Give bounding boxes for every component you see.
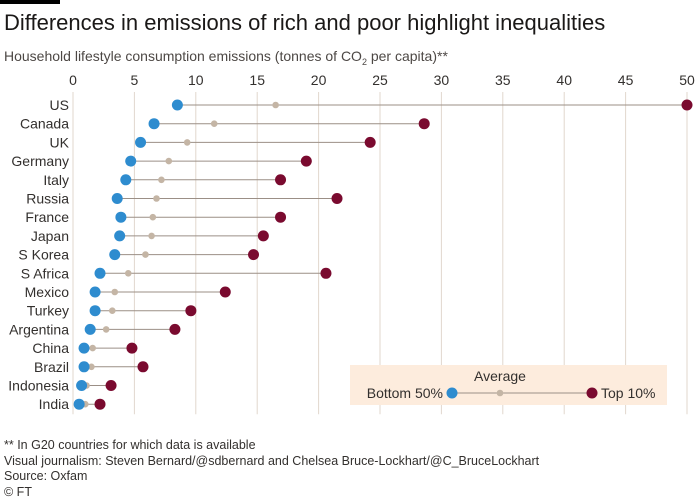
subtitle-text-end: per capita)**	[366, 48, 448, 64]
average-dot	[272, 101, 279, 109]
category-label: Italy	[43, 172, 69, 188]
top-10-dot	[126, 342, 138, 354]
bottom-50-dot	[94, 267, 106, 279]
bottom-50-dot	[171, 99, 183, 111]
category-label: Argentina	[9, 321, 69, 337]
category-label: France	[25, 209, 69, 225]
bottom-50-dot	[78, 342, 90, 354]
subtitle-text: Household lifestyle consumption emission…	[4, 48, 362, 64]
bottom-50-dot	[148, 118, 160, 130]
x-tick-label: 10	[188, 72, 204, 88]
top-10-dot	[275, 211, 287, 223]
average-dot	[158, 176, 165, 184]
top-10-dot	[105, 380, 117, 391]
average-dot	[142, 251, 149, 258]
bottom-50-dot	[76, 380, 88, 391]
chart-title: Differences in emissions of rich and poo…	[4, 10, 606, 35]
credit-line: Visual journalism: Steven Bernard/@sdber…	[4, 453, 540, 468]
top-10-dot	[219, 286, 231, 298]
average-dot	[183, 139, 191, 146]
top-10-dot	[248, 249, 260, 261]
x-tick-label: 40	[556, 72, 572, 88]
category-label: Turkey	[27, 303, 69, 319]
bottom-50-dot	[135, 136, 147, 148]
category-label: Mexico	[25, 284, 70, 300]
legend-top-dot	[586, 387, 598, 399]
bottom-50-dot	[73, 398, 85, 410]
average-dot	[149, 213, 157, 221]
category-label: S Africa	[21, 265, 69, 281]
bottom-50-dot	[125, 155, 137, 167]
bottom-50-dot	[78, 361, 90, 373]
bottom-50-dot	[120, 174, 132, 186]
dot-range-chart: 0 5 10 15 20 25 30 35 40 45 50 US Canada UK Germany Ita…	[8, 72, 695, 415]
average-dot	[153, 195, 160, 202]
category-label: Indonesia	[8, 378, 69, 394]
top-10-dot	[364, 136, 376, 148]
legend-top-label: Top 10%	[601, 385, 655, 401]
category-label: China	[32, 340, 69, 356]
chart-footer: ** In G20 countries for which data is av…	[4, 438, 539, 500]
category-label: India	[39, 396, 70, 412]
bottom-50-dot	[89, 305, 101, 317]
legend-average-dot	[496, 389, 504, 397]
category-label: UK	[50, 134, 70, 150]
x-tick-label: 50	[679, 72, 695, 88]
legend-average-label: Average	[474, 368, 526, 384]
x-tick-label: 0	[69, 72, 77, 88]
category-label: Germany	[11, 153, 69, 169]
bottom-50-dot	[84, 323, 96, 335]
top-10-dot	[257, 230, 269, 242]
legend-bottom-dot	[446, 387, 458, 399]
bottom-50-dot	[109, 249, 121, 261]
bottom-50-dot	[89, 286, 101, 298]
bottom-50-dot	[111, 193, 123, 204]
x-tick-label: 45	[618, 72, 634, 88]
legend-bottom-label: Bottom 50%	[367, 385, 443, 401]
footnote: ** In G20 countries for which data is av…	[4, 438, 256, 452]
copyright: © FT	[4, 484, 32, 499]
chart-subtitle: Household lifestyle consumption emission…	[4, 48, 448, 67]
bottom-50-dot	[114, 230, 126, 242]
x-tick-label: 35	[495, 72, 511, 88]
top-10-dot	[320, 267, 332, 279]
average-dot	[88, 363, 95, 371]
legend-box	[350, 365, 667, 405]
x-tick-label: 30	[434, 72, 450, 88]
top-10-dot	[331, 193, 343, 204]
x-tick-label: 25	[372, 72, 388, 88]
x-tick-label: 5	[131, 72, 139, 88]
average-dot	[111, 288, 119, 296]
top-10-dot	[169, 323, 181, 335]
average-dot	[124, 270, 132, 277]
subtitle-subscript: 2	[361, 56, 367, 67]
average-dot	[165, 157, 173, 165]
top-10-dot	[418, 118, 430, 130]
average-dot	[108, 307, 116, 314]
top-10-dot	[275, 174, 287, 186]
average-dot	[148, 232, 155, 240]
bottom-50-dot	[115, 211, 127, 223]
source-line: Source: Oxfam	[4, 469, 88, 483]
top-10-dot	[185, 305, 197, 317]
average-dot	[210, 120, 218, 127]
top-10-dot	[681, 99, 693, 111]
category-label: US	[50, 97, 69, 113]
top-10-dot	[137, 361, 149, 373]
top-10-dot	[300, 155, 312, 167]
x-tick-label: 20	[311, 72, 327, 88]
average-dot	[89, 344, 96, 352]
top-10-dot	[94, 398, 106, 410]
category-label: Japan	[31, 228, 69, 244]
x-tick-label: 15	[249, 72, 265, 88]
brand-bar	[0, 0, 60, 4]
category-label: Russia	[26, 191, 69, 207]
category-label: Canada	[20, 116, 69, 132]
category-label: Brazil	[34, 359, 69, 375]
category-label: S Korea	[18, 247, 69, 263]
average-dot	[102, 326, 110, 333]
